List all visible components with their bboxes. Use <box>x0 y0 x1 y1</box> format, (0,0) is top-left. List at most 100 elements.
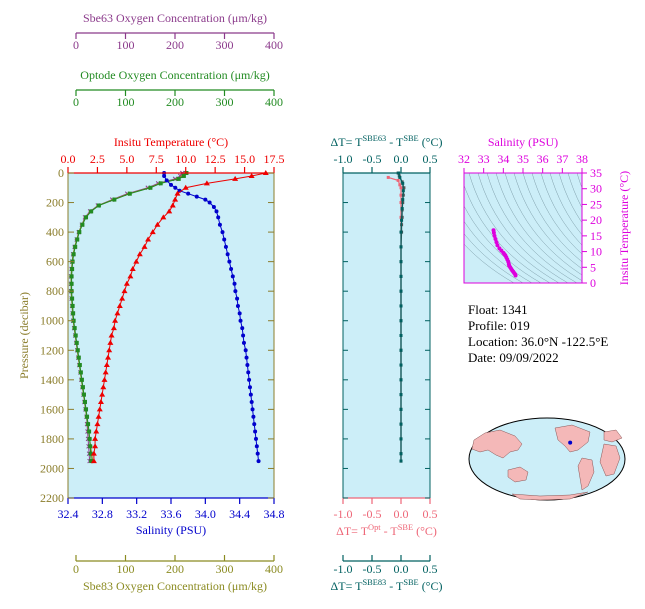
temperature-point <box>121 288 128 294</box>
salinity-point <box>214 209 219 214</box>
temperature-point <box>119 295 126 301</box>
temperature-point <box>90 450 97 456</box>
optode-point <box>78 370 83 375</box>
pressure-tick-label: 2200 <box>40 491 64 505</box>
opt_minus_sbe-point <box>399 201 403 205</box>
optode-point <box>84 407 89 412</box>
salinity-axis-tick-label: 34.0 <box>195 507 216 521</box>
optode-point <box>176 176 181 181</box>
salinity-axis-tick-label: 33.6 <box>161 507 182 521</box>
salinity-point <box>169 182 173 187</box>
delta-sbe83-axis-tick-label: -0.5 <box>363 562 382 576</box>
salinity-point <box>222 237 227 242</box>
delta-opt-axis-title-part: SBE <box>398 523 413 532</box>
salinity-line <box>163 173 260 462</box>
ts-y-tick-label: 10 <box>590 245 602 259</box>
temperature-point <box>123 280 130 286</box>
sbe83-axis-tick-label: 100 <box>117 562 135 576</box>
optode-point <box>75 237 80 242</box>
optode-point <box>81 392 86 397</box>
ts-contour <box>464 233 524 283</box>
sbe83-axis-tick-label: 300 <box>216 562 234 576</box>
optode-point <box>82 399 87 404</box>
pressure-tick-label: 600 <box>46 255 64 269</box>
temperature-axis-tick-label: 17.5 <box>264 152 285 166</box>
sbe63-axis-tick-label: 300 <box>216 38 234 52</box>
sbe83_minus_sbe-point <box>399 422 403 426</box>
ts-x-title: Salinity (PSU) <box>488 135 558 149</box>
temperature-axis-tick-label: 7.5 <box>149 152 164 166</box>
temperature-point <box>145 236 152 242</box>
temperature-point <box>93 428 100 434</box>
delta-series <box>386 171 406 463</box>
salinity-point <box>247 377 252 382</box>
temperature-point <box>114 310 121 316</box>
temperature-point <box>94 421 101 427</box>
delta-top-axis-tick-label: -1.0 <box>334 152 353 166</box>
temperature-point <box>116 302 123 308</box>
delta-opt-axis-title-part: - T <box>381 524 399 538</box>
sbe63-axis-tick-label: 400 <box>265 38 283 52</box>
optode-point <box>96 203 101 208</box>
sbe83_minus_sbe-point <box>399 348 403 352</box>
optode-point <box>75 348 80 353</box>
delta-top-axis-title-part: SBE <box>403 134 418 143</box>
optode-point <box>72 326 77 331</box>
temperature-axis-tick-label: 15.0 <box>234 152 255 166</box>
salinity-axis-tick-label: 34.8 <box>264 507 285 521</box>
optode-point <box>70 267 75 272</box>
profile-number: Profile: 019 <box>468 318 530 333</box>
optode-point <box>80 222 85 227</box>
salinity-point <box>253 436 258 441</box>
sbe63-axis-tick-label: 0 <box>73 38 79 52</box>
temperature-point <box>166 208 173 214</box>
sbe83_minus_sbe-point <box>399 378 403 382</box>
pressure-tick-label: 200 <box>46 196 64 210</box>
salinity-point <box>252 422 257 427</box>
salinity-point <box>253 429 258 434</box>
sbe83_minus_sbe-point <box>399 459 403 463</box>
ts-y-tick-label: 30 <box>590 182 602 196</box>
delta-opt-axis-title: ΔT= TOpt - TSBE (°C) <box>336 523 437 538</box>
map-australia <box>507 466 529 483</box>
ts-y-title: Insitu Temperature (°C) <box>617 171 631 285</box>
pressure-tick-label: 1200 <box>40 343 64 357</box>
ts-contour <box>468 173 560 283</box>
sbe83_minus_sbe-point <box>398 175 402 179</box>
ts-y-tick-label: 15 <box>590 229 602 243</box>
salinity-point <box>241 333 246 338</box>
salinity-point <box>254 444 259 449</box>
temperature-axis-tick-label: 2.5 <box>90 152 105 166</box>
optode-point <box>148 185 153 190</box>
sbe83-axis-title: Sbe83 Oxygen Concentration (μm/kg) <box>83 579 267 593</box>
delta-sbe83-axis-title-part: ΔT= T <box>331 579 364 593</box>
temperature-point <box>96 406 103 412</box>
salinity-point <box>246 370 251 375</box>
temperature-point <box>112 317 119 323</box>
map-south-america <box>577 457 595 491</box>
ts-contour <box>522 173 582 263</box>
ts-point <box>513 273 518 278</box>
sbe83_minus_sbe-point <box>401 181 405 185</box>
salinity-point <box>255 451 260 456</box>
salinity-point <box>235 303 240 308</box>
ts-y-tick-label: 35 <box>590 166 602 180</box>
sbe83-axis-tick-label: 0 <box>73 562 79 576</box>
ts-contour <box>504 173 582 276</box>
map-europe <box>603 429 623 443</box>
float-location: Location: 36.0°N -122.5°E <box>468 334 609 349</box>
salinity-point <box>220 230 225 235</box>
sbe83_minus_sbe-point <box>399 452 403 456</box>
opt_minus_sbe-point <box>396 178 400 182</box>
optode-point <box>89 209 94 214</box>
salinity-axis-tick-label: 32.8 <box>92 507 113 521</box>
optode-axis-tick-label: 0 <box>73 95 79 109</box>
salinity-point <box>240 326 245 331</box>
optode-point <box>112 197 117 202</box>
pressure-tick-label: 2000 <box>40 461 64 475</box>
pressure-tick-label: 1000 <box>40 314 64 328</box>
salinity-axis-tick-label: 33.2 <box>126 507 147 521</box>
delta-sbe83-axis-title-part: SBE <box>403 578 418 587</box>
